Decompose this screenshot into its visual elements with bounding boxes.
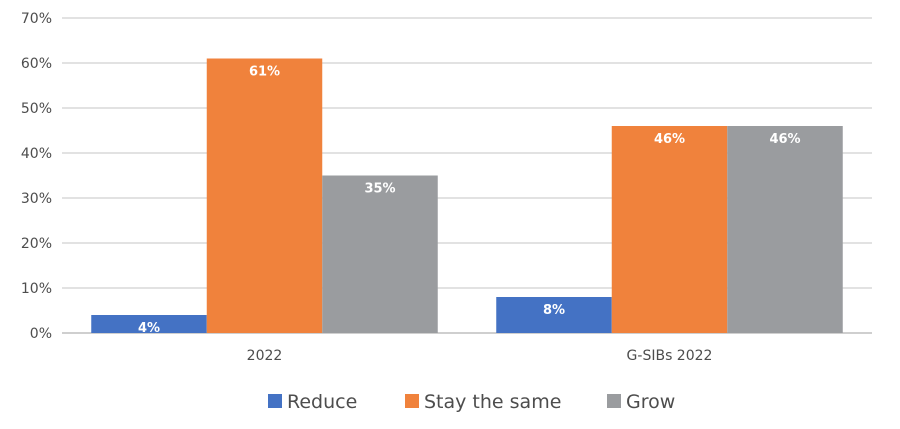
bar-reduce [496, 297, 612, 333]
legend: Reduce Stay the same Grow [268, 391, 675, 413]
y-tick-label: 0% [30, 326, 52, 342]
bar-grow [727, 126, 843, 333]
x-category-label: G-SIBs 2022 [627, 348, 713, 364]
data-label: 8% [543, 303, 565, 318]
data-label: 4% [138, 321, 160, 336]
legend-label: Reduce [287, 391, 357, 413]
bar-stay-the-same [611, 126, 728, 333]
y-tick-label: 50% [21, 101, 52, 117]
legend-swatch [268, 394, 282, 408]
y-axis-ticks: 0% 10% 20% 30% 40% 50% 60% 70% [21, 11, 52, 342]
legend-label: Stay the same [424, 391, 561, 413]
data-label: 61% [249, 65, 280, 80]
y-tick-label: 10% [21, 281, 52, 297]
x-category-label: 2022 [247, 348, 283, 364]
y-tick-label: 60% [21, 56, 52, 72]
bars [91, 58, 843, 333]
legend-label: Grow [626, 391, 675, 413]
x-axis-categories: 2022 G-SIBs 2022 [247, 348, 713, 364]
bar-reduce [91, 315, 207, 333]
y-tick-label: 20% [21, 236, 52, 252]
data-label: 46% [654, 132, 685, 147]
gridlines [62, 17, 872, 334]
legend-swatch [607, 394, 621, 408]
y-tick-label: 70% [21, 11, 52, 27]
data-labels: 4% 61% 35% 8% 46% 46% [138, 65, 801, 337]
data-label: 46% [769, 132, 800, 147]
legend-swatch [405, 394, 419, 408]
bar-stay-the-same [206, 58, 323, 333]
bar-grow [322, 175, 438, 333]
y-tick-label: 40% [21, 146, 52, 162]
y-tick-label: 30% [21, 191, 52, 207]
data-label: 35% [364, 182, 395, 197]
